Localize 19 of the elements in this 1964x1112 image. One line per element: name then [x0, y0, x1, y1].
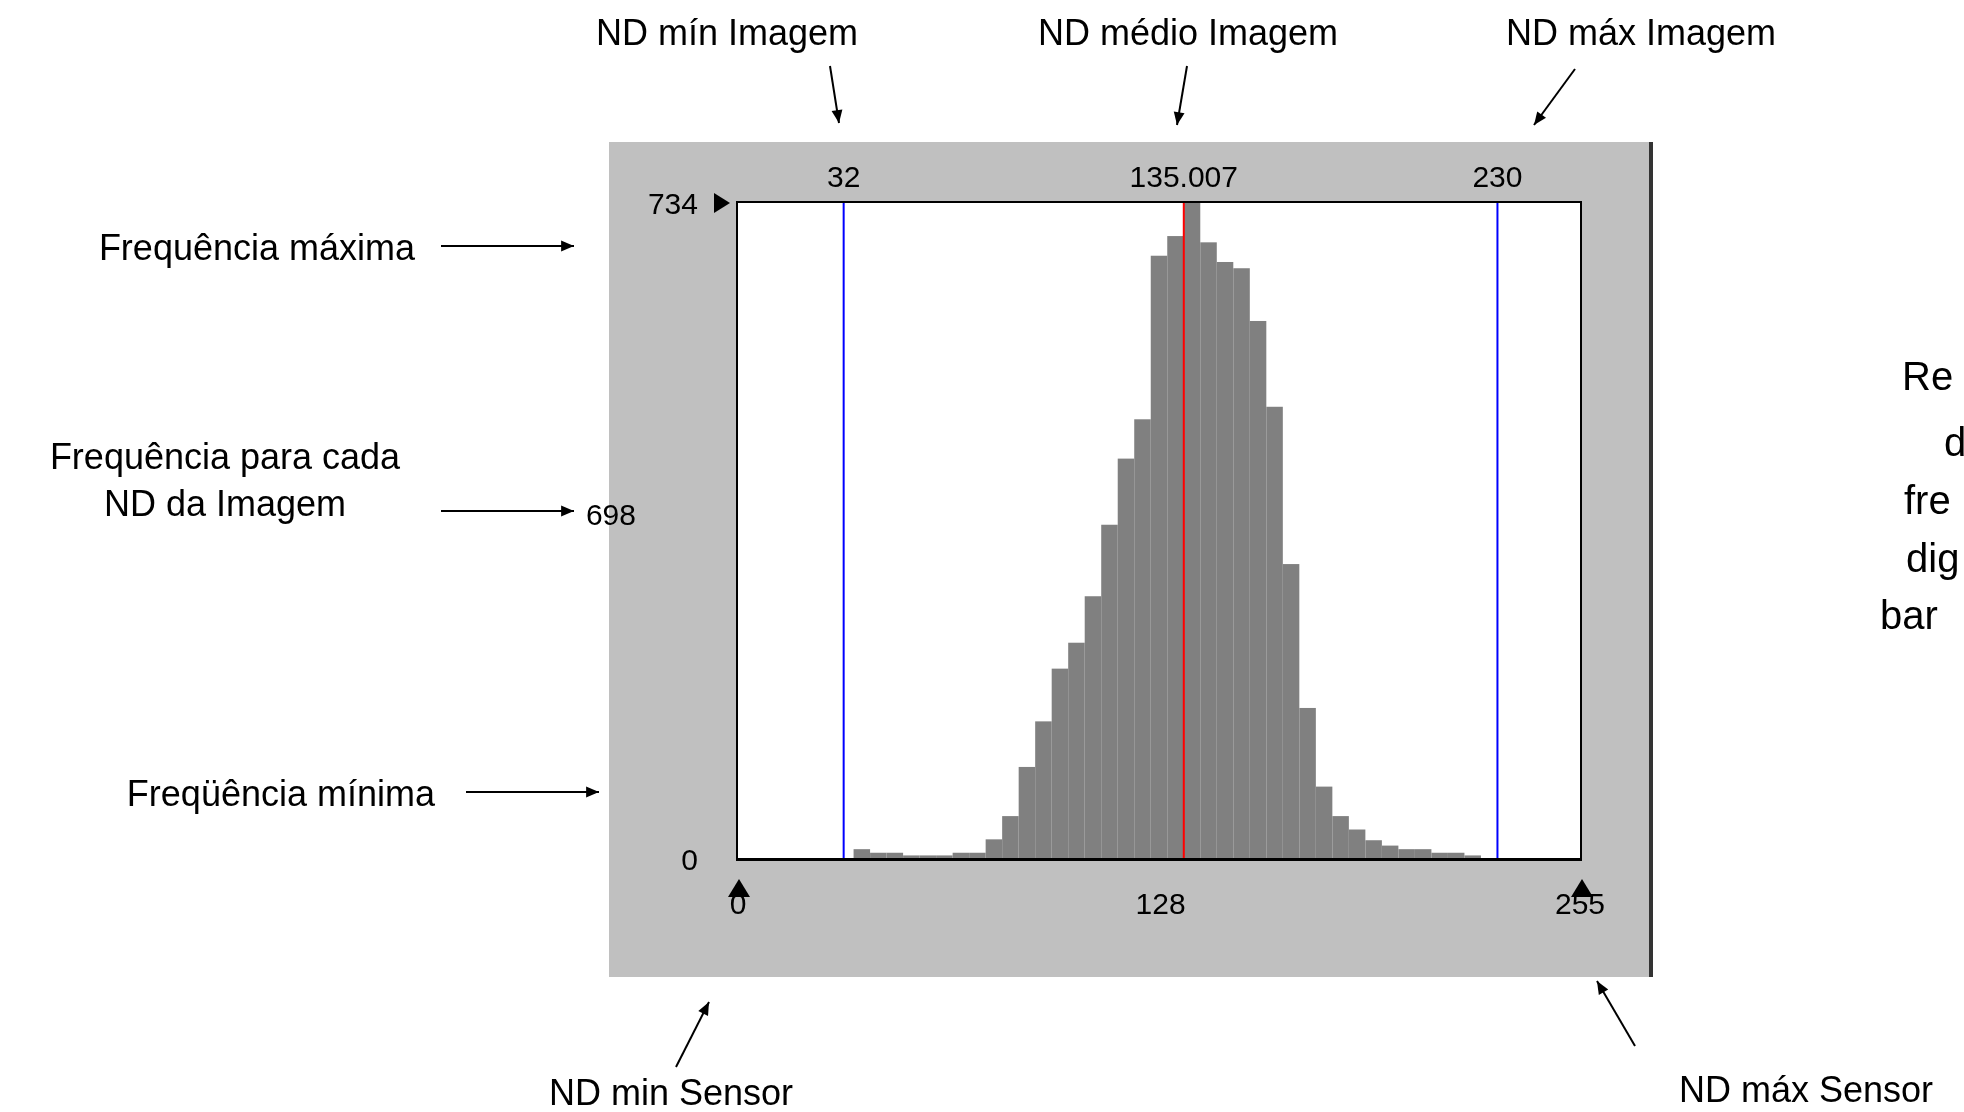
ref-line-label: 135.007 [1129, 160, 1239, 193]
text: bar [1880, 592, 1939, 639]
y-tick-label: 734 [647, 186, 698, 220]
text: fre [1904, 477, 1952, 524]
x-tick-label: 128 [1135, 887, 1186, 921]
text: Frequência máxima [97, 226, 415, 270]
text: Frequência para cada ND da Imagem [48, 435, 402, 526]
text: d [1944, 419, 1964, 466]
text: Freqüência mínima [125, 772, 435, 816]
text: ND médio Imagem [1038, 11, 1339, 55]
ref-line-label: 230 [1472, 160, 1523, 193]
text: ND máx Sensor [1677, 1068, 1935, 1112]
ref-line-label: 32 [826, 160, 861, 193]
text: ND máx Imagem [1504, 11, 1778, 55]
text: dig [1906, 535, 1961, 582]
text: 698 [584, 497, 636, 533]
text: ND mín Imagem [596, 11, 859, 55]
text: Re [1902, 353, 1955, 400]
text: ND min Sensor [547, 1071, 795, 1112]
